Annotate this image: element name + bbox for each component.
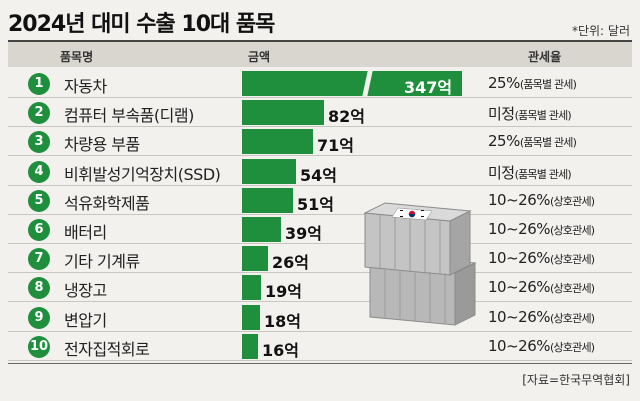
bar-value-label: 54억 — [300, 165, 337, 185]
unit-note: *단위: 달러 — [571, 24, 630, 38]
tariff-main: 10~26% — [488, 190, 551, 209]
bar — [242, 246, 268, 272]
bar — [242, 158, 296, 184]
source-note: [자료=한국무역협회] — [522, 373, 630, 387]
bar — [242, 304, 260, 330]
table-row: 7 기타 기계류 26억 10~26%(상호관세) — [8, 244, 632, 274]
table-header: 품목명 금액 관세율 — [8, 40, 632, 67]
tariff-rate: 10~26%(상호관세) — [488, 307, 595, 326]
rank-badge: 2 — [28, 102, 50, 125]
rank-badge: 9 — [28, 306, 50, 329]
tariff-note: (상호관세) — [550, 194, 595, 208]
tariff-main: 미정 — [488, 163, 515, 182]
bar — [242, 100, 324, 126]
tariff-note: (품목별 관세) — [514, 167, 572, 181]
tariff-main: 25% — [488, 74, 520, 92]
chart-title: 2024년 대미 수출 10대 품목 — [8, 12, 275, 37]
tariff-note: (품목별 관세) — [519, 136, 577, 150]
rank-badge: 10 — [28, 335, 50, 358]
table-row: 6 배터리 39억 10~26%(상호관세) — [8, 215, 632, 244]
axis-break-mark — [362, 71, 373, 96]
item-name: 기타 기계류 — [64, 252, 140, 272]
tariff-main: 25% — [488, 132, 520, 151]
bar — [242, 275, 261, 301]
tariff-main: 10~26% — [488, 336, 551, 355]
bar-value-label: 51억 — [297, 194, 334, 214]
bar-value-label: 16억 — [262, 340, 299, 360]
upper-container — [363, 202, 472, 276]
table-row: 4 비휘발성기억장치(SSD) 54억 미정(품목별 관세) — [8, 157, 632, 186]
item-name: 컴퓨터 부속품(디램) — [64, 106, 194, 126]
table-row: 10 전자집적회로 16억 10~26%(상호관세) — [8, 332, 632, 361]
header-amount: 금액 — [248, 50, 271, 64]
bar-value-label: 71억 — [317, 136, 354, 156]
item-name: 변압기 — [64, 310, 107, 330]
bar — [242, 333, 258, 359]
table-row: 5 석유화학제품 51억 10~26%(상호관세) — [8, 186, 632, 215]
tariff-main: 10~26% — [488, 307, 551, 326]
rank-badge: 6 — [28, 219, 50, 241]
table-row: 3 차량용 부품 71억 25%(품목별 관세) — [8, 127, 632, 157]
bar — [242, 187, 293, 213]
rank-badge: 3 — [28, 131, 50, 154]
container-ribs — [379, 215, 446, 324]
tariff-rate: 미정(품목별 관세) — [488, 162, 572, 183]
tariff-rate: 10~26%(상호관세) — [488, 336, 595, 355]
tariff-main: 미정 — [488, 105, 515, 124]
tariff-rate: 10~26%(상호관세) — [488, 190, 595, 209]
tariff-note: (상호관세) — [550, 311, 595, 325]
tariff-rate: 25%(품목별 관세) — [488, 132, 577, 151]
item-name: 자동차 — [64, 77, 107, 96]
tariff-note: (상호관세) — [550, 253, 595, 267]
bar-value-label: 26억 — [272, 253, 309, 273]
tariff-note: (품목별 관세) — [514, 109, 572, 123]
bar — [242, 71, 462, 96]
item-name: 전자집적회로 — [64, 339, 150, 359]
bar-value-label: 18억 — [264, 311, 301, 331]
tariff-note: (품목별 관세) — [519, 78, 577, 91]
item-name: 차량용 부품 — [64, 135, 140, 155]
bar-value-label: 39억 — [285, 224, 322, 243]
bar-value-label: 19억 — [265, 282, 302, 302]
tariff-main: 10~26% — [488, 249, 551, 268]
table-row: 1 자동차 347억 25%(품목별 관세) — [8, 69, 632, 98]
tariff-rate: 10~26%(상호관세) — [488, 220, 595, 238]
tariff-note: (상호관세) — [550, 340, 595, 354]
tariff-main: 10~26% — [488, 220, 551, 238]
header-tariff: 관세율 — [528, 50, 562, 64]
bar — [242, 217, 281, 242]
bar-value-label: 82억 — [328, 107, 365, 127]
rank-badge: 5 — [28, 189, 50, 212]
item-name: 석유화학제품 — [64, 193, 150, 213]
tariff-note: (상호관세) — [550, 282, 595, 296]
rank-badge: 1 — [28, 73, 50, 95]
bottom-divider — [8, 363, 632, 364]
tariff-rate: 25%(품목별 관세) — [488, 74, 577, 92]
rank-badge: 4 — [28, 160, 50, 183]
rank-badge: 8 — [28, 277, 50, 300]
item-name: 비휘발성기억장치(SSD) — [64, 164, 221, 184]
item-name: 배터리 — [64, 223, 107, 242]
bar-value-label: 347억 — [404, 78, 453, 97]
header-item: 품목명 — [60, 50, 94, 64]
table-row: 8 냉장고 19억 10~26%(상호관세) — [8, 273, 632, 303]
rank-badge: 7 — [28, 248, 50, 271]
bar — [242, 129, 313, 155]
tariff-rate: 10~26%(상호관세) — [488, 249, 595, 268]
tariff-main: 10~26% — [488, 278, 551, 297]
tariff-note: (상호관세) — [550, 224, 595, 237]
tariff-rate: 미정(품목별 관세) — [488, 103, 572, 124]
table-row: 9 변압기 18억 10~26%(상호관세) — [8, 303, 632, 332]
korean-flag-icon — [391, 207, 433, 221]
table-row: 2 컴퓨터 부속품(디램) 82억 미정(품목별 관세) — [8, 98, 632, 128]
item-name: 냉장고 — [64, 281, 107, 301]
shipping-containers-illustration — [363, 202, 477, 326]
tariff-rate: 10~26%(상호관세) — [488, 278, 595, 297]
